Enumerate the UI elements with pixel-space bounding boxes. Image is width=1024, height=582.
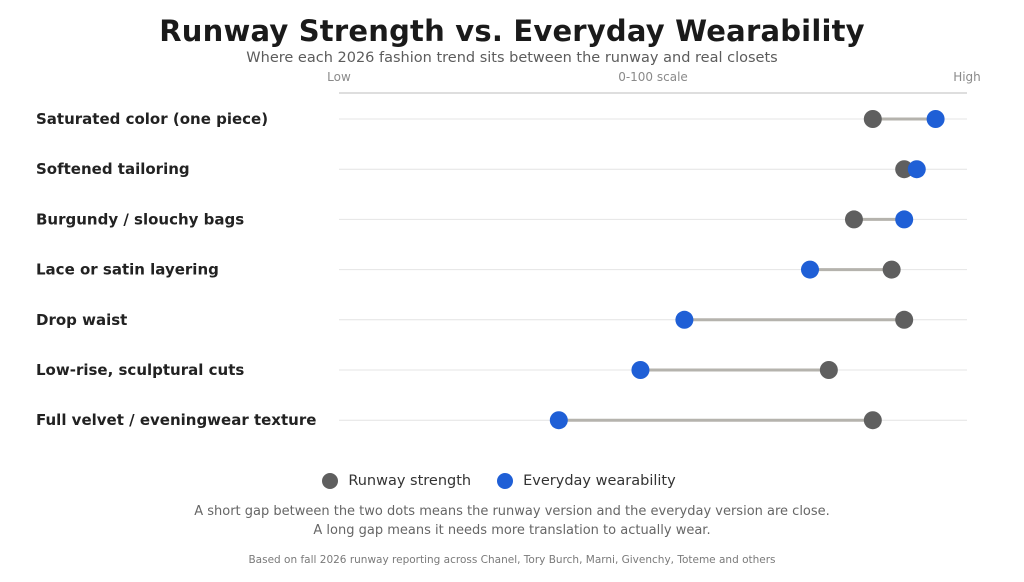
legend: Runway strength Everyday wearability (0, 473, 1024, 489)
legend-item-runway: Runway strength (322, 473, 471, 489)
runway-strength-dot (895, 310, 914, 329)
everyday-wearability-dot (801, 260, 819, 279)
runway-strength-dot (819, 361, 838, 379)
everyday-wearability-dot (675, 310, 694, 329)
footnote-line-1: A short gap between the two dots means t… (194, 504, 830, 519)
chart-subtitle: Where each 2026 fashion trend sits betwe… (246, 50, 778, 66)
category-label: Low-rise, sculptural cuts (36, 361, 244, 379)
legend-everyday-label: Everyday wearability (523, 473, 676, 489)
category-label: Drop waist (36, 311, 127, 329)
everyday-wearability-dot (895, 210, 914, 229)
category-label: Saturated color (one piece) (36, 110, 268, 128)
footnote-line-2: A long gap means it needs more translati… (313, 523, 711, 538)
everyday-wearability-dot (631, 361, 650, 379)
runway-strength-dot (863, 411, 882, 430)
legend-item-everyday: Everyday wearability (497, 473, 676, 489)
everyday-wearability-dot (926, 110, 945, 128)
runway-strength-dot (895, 160, 914, 179)
legend-runway-marker (322, 473, 339, 489)
axis-scale-label: 0-100 scale (618, 70, 688, 84)
axis-low-label: Low (327, 70, 351, 84)
chart-title: Runway Strength vs. Everyday Wearability (159, 14, 865, 48)
category-label: Softened tailoring (36, 160, 190, 178)
everyday-wearability-dot (907, 160, 926, 179)
legend-everyday-marker (497, 473, 514, 489)
source-note: Based on fall 2026 runway reporting acro… (248, 554, 776, 566)
dumbbell-chart: Low 0-100 scale High Saturated color (one p… (36, 70, 981, 430)
category-label: Full velvet / eveningwear texture (36, 411, 316, 429)
runway-strength-dot (863, 110, 882, 128)
category-label: Lace or satin layering (36, 261, 219, 279)
legend-runway-label: Runway strength (348, 473, 472, 489)
runway-strength-dot (844, 210, 863, 229)
category-label: Burgundy / slouchy bags (36, 210, 244, 228)
axis-high-label: High (953, 70, 981, 84)
everyday-wearability-dot (549, 411, 568, 430)
runway-strength-dot (882, 260, 901, 279)
